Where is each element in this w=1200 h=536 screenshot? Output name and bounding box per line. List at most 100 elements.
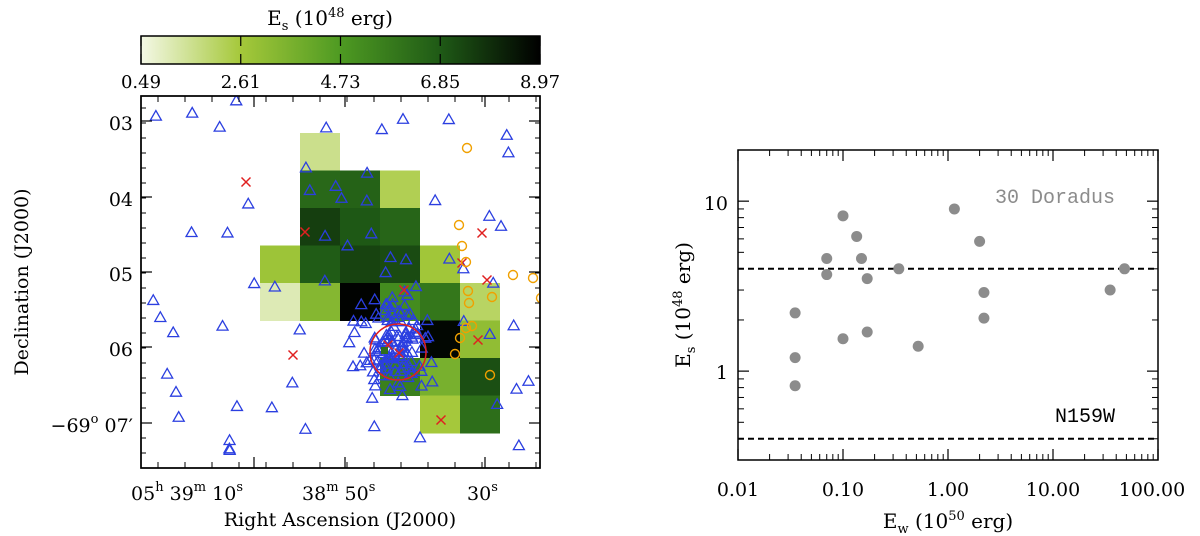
star-triangle-marker <box>213 120 227 132</box>
map-axes <box>141 96 540 468</box>
map-xlabel: Right Ascension (J2000) <box>224 509 456 531</box>
star-triangle-marker <box>501 145 516 158</box>
right-panel: 30 Doradus N159W 0.01 0.10 1.00 10.00 10… <box>671 149 1185 536</box>
star-triangle-marker <box>521 374 536 386</box>
circle-marker <box>460 256 472 268</box>
star-triangle-marker <box>383 250 398 263</box>
circle-marker <box>462 285 474 297</box>
circle-marker <box>449 348 461 360</box>
colorbar-title: Es (1048 erg) <box>267 6 393 34</box>
colorbar-tick-label: 2.61 <box>221 72 261 93</box>
heatmap-cell <box>300 133 340 171</box>
cross-marker <box>287 349 299 361</box>
star-triangle-marker <box>357 346 371 358</box>
star-triangle-marker <box>394 351 408 364</box>
star-triangle-marker <box>442 252 457 264</box>
star-triangle-marker <box>184 225 199 238</box>
circle-marker <box>456 240 468 252</box>
scatter-ylabel: Es (1048 erg) <box>671 242 699 368</box>
star-triangle-marker <box>405 345 419 358</box>
scatter-point <box>821 269 833 281</box>
map-ytick-04: 04 <box>109 189 133 211</box>
cross-marker <box>398 284 410 296</box>
scatter-point <box>978 312 990 324</box>
star-triangle-marker <box>149 109 163 121</box>
star-triangle-marker <box>220 225 235 238</box>
star-triangle-marker <box>380 349 394 362</box>
star-triangle-marker <box>299 160 313 173</box>
star-triangle-marker <box>380 310 395 322</box>
star-triangle-marker <box>389 342 403 355</box>
heatmap-cell <box>340 245 380 284</box>
heatmap-cell <box>260 283 300 321</box>
centre-square-marker <box>381 347 388 354</box>
heatmap-cell <box>260 245 300 284</box>
circle-marker <box>466 320 478 332</box>
star-triangle-marker <box>406 313 420 326</box>
star-triangle-marker <box>399 327 413 340</box>
star-triangle-marker <box>346 314 361 326</box>
star-triangle-marker <box>247 276 261 289</box>
circle-marker <box>453 219 465 231</box>
circle-marker <box>484 369 496 381</box>
circle-marker <box>527 272 539 284</box>
star-triangle-marker <box>368 292 382 305</box>
star-triangle-marker <box>396 112 410 124</box>
star-triangle-marker <box>285 375 299 388</box>
star-triangle-marker <box>378 303 392 315</box>
star-triangle-marker <box>379 328 393 341</box>
circle-marker <box>454 332 466 344</box>
star-triangle-marker <box>298 422 313 434</box>
star-triangle-marker <box>169 385 183 397</box>
scatter-xtick-100.00: 100.00 <box>1119 479 1185 501</box>
scatter-xtick-10.00: 10.00 <box>1026 479 1080 501</box>
star-triangle-marker <box>391 376 405 388</box>
star-triangle-marker <box>353 358 367 371</box>
scatter-point <box>851 230 863 242</box>
heatmap-cell <box>460 283 500 321</box>
cross-marker <box>472 334 484 346</box>
colorbar-ticks: 0.49 2.61 4.73 6.85 8.97 <box>121 36 560 93</box>
star-triangle-marker <box>371 311 386 323</box>
colorbar-tick-label: 6.85 <box>420 72 460 93</box>
n159w-region-circle <box>369 323 427 381</box>
heatmap-cell <box>460 358 500 396</box>
heatmap-cell <box>300 245 340 284</box>
scatter-point <box>948 203 960 215</box>
star-triangle-marker <box>415 341 429 353</box>
star-triangle-marker <box>399 325 413 337</box>
heatmap-cell <box>420 283 460 321</box>
star-triangle-marker <box>354 297 368 310</box>
circle-marker <box>461 142 473 154</box>
star-triangle-marker <box>373 361 388 374</box>
star-triangle-marker <box>340 238 355 251</box>
star-triangle-marker <box>388 364 402 377</box>
annotation-n159w: N159W <box>1055 406 1115 429</box>
cross-marker <box>240 176 252 188</box>
star-triangle-marker <box>303 183 317 196</box>
star-triangle-marker <box>428 193 442 206</box>
star-triangle-marker <box>241 196 255 209</box>
star-triangle-marker <box>368 378 382 391</box>
scatter-point <box>912 340 924 352</box>
star-triangle-marker <box>319 120 333 133</box>
circle-marker <box>507 269 519 281</box>
star-triangle-marker <box>146 293 160 306</box>
colorbar-tick-label: 0.49 <box>121 72 161 93</box>
star-triangle-marker <box>410 318 424 331</box>
scatter-point <box>789 380 801 392</box>
map-ytick-05: 05 <box>109 264 133 286</box>
star-triangle-marker <box>378 265 393 278</box>
star-triangle-marker <box>395 388 410 401</box>
circle-marker <box>463 297 475 309</box>
star-triangle-marker <box>490 397 504 410</box>
scatter-point <box>1119 263 1131 275</box>
star-triangle-marker <box>380 361 394 374</box>
heatmap-cell <box>380 170 420 209</box>
left-panel: Es (1048 erg) 0.49 2.61 4.73 6.85 8.97 03 04… <box>11 6 560 531</box>
cross-marker <box>476 227 488 239</box>
star-triangle-marker <box>420 313 434 326</box>
heatmap-cell <box>300 170 340 209</box>
scatter-point <box>861 326 873 338</box>
